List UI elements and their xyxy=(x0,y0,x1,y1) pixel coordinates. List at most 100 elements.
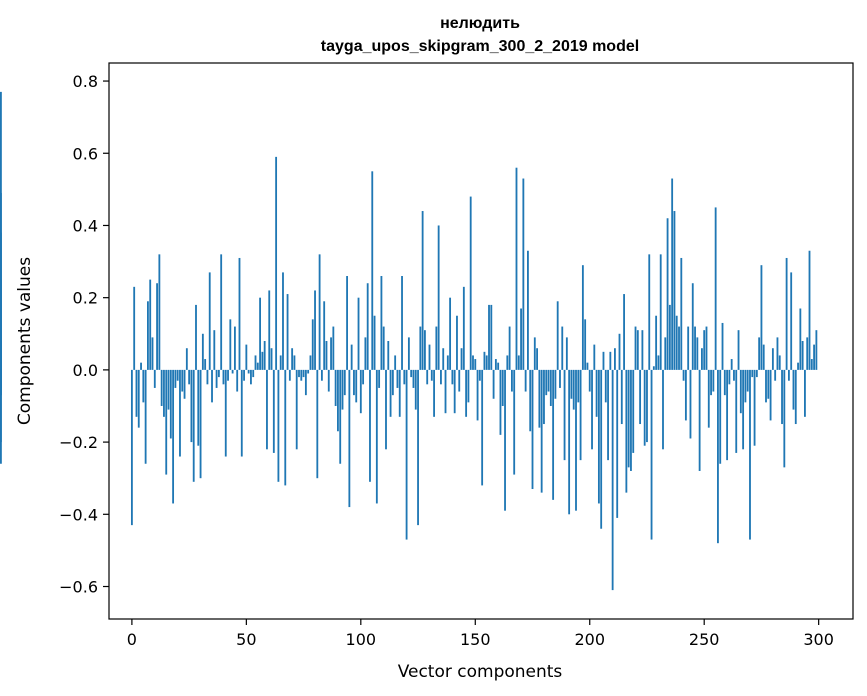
bar-229 xyxy=(655,315,658,370)
bar-51 xyxy=(247,369,250,374)
bar-141 xyxy=(453,369,456,414)
bar-85 xyxy=(325,341,328,370)
bar-2 xyxy=(135,369,138,417)
bar-undefined xyxy=(0,279,2,370)
bar-211 xyxy=(614,348,616,370)
bar-53 xyxy=(252,369,255,378)
bar-224 xyxy=(643,369,646,446)
bar-259 xyxy=(723,369,726,396)
bar-168 xyxy=(515,167,518,370)
bar-165 xyxy=(508,326,511,370)
bar-46 xyxy=(236,369,239,392)
bar-129 xyxy=(426,369,429,385)
chart-title: нелюдить xyxy=(440,15,520,32)
bar-264 xyxy=(735,369,738,453)
bar-92 xyxy=(341,369,344,410)
bar-144 xyxy=(460,348,463,370)
bar-299 xyxy=(815,330,818,370)
bar-175 xyxy=(531,369,534,490)
bar-159 xyxy=(494,359,497,370)
bar-41 xyxy=(224,369,227,457)
bar-171 xyxy=(522,178,525,370)
bar-123 xyxy=(412,369,415,388)
bar-25 xyxy=(188,369,191,385)
bar-189 xyxy=(563,369,566,461)
bar-158 xyxy=(492,369,495,399)
bar-142 xyxy=(456,315,458,370)
bar-218 xyxy=(630,369,632,471)
bar-205 xyxy=(600,369,603,529)
bar-275 xyxy=(760,265,763,370)
y-axis-label: Components values xyxy=(15,257,35,425)
bar-84 xyxy=(323,301,326,370)
bar-166 xyxy=(510,369,513,392)
bar-249 xyxy=(701,348,703,370)
bar-263 xyxy=(733,369,735,381)
bar-59 xyxy=(266,369,268,450)
bar-75 xyxy=(302,369,305,378)
bar-172 xyxy=(524,369,527,392)
bar-183 xyxy=(549,369,552,406)
bar-42 xyxy=(227,369,229,381)
bar-43 xyxy=(229,319,232,370)
bar-24 xyxy=(185,348,188,370)
bar-246 xyxy=(694,326,696,370)
bar-204 xyxy=(597,369,600,504)
bar-86 xyxy=(327,369,330,392)
bar-260 xyxy=(726,369,729,461)
bar-106 xyxy=(373,315,376,370)
bar-99 xyxy=(357,297,360,370)
x-tick-label: 200 xyxy=(574,630,605,649)
bar-248 xyxy=(698,369,701,471)
bar-169 xyxy=(517,355,520,370)
bar-269 xyxy=(746,369,749,392)
bar-280 xyxy=(771,348,774,370)
bar-236 xyxy=(671,178,674,370)
bar-290 xyxy=(794,369,797,425)
bar-225 xyxy=(646,369,648,443)
bar-272 xyxy=(753,369,756,446)
bar-93 xyxy=(343,369,346,396)
bar-70 xyxy=(291,348,294,370)
bar-143 xyxy=(458,369,461,392)
bar-147 xyxy=(467,369,470,403)
bar-285 xyxy=(783,369,786,468)
bar-214 xyxy=(620,369,623,425)
bar-187 xyxy=(559,369,561,388)
bar-37 xyxy=(215,369,218,388)
bar-undefined xyxy=(0,366,2,370)
bar-206 xyxy=(602,351,605,370)
bar-267 xyxy=(742,369,745,450)
bar-39 xyxy=(220,254,223,370)
bar-125 xyxy=(417,369,419,526)
plot-frame xyxy=(108,62,854,620)
bar-3 xyxy=(137,369,140,428)
bar-116 xyxy=(396,369,399,388)
bar-120 xyxy=(405,369,408,540)
bar-undefined xyxy=(0,91,2,370)
x-tick-label: 50 xyxy=(236,630,256,649)
bar-226 xyxy=(648,254,651,370)
bar-265 xyxy=(737,330,740,370)
bar-71 xyxy=(293,355,296,370)
bar-154 xyxy=(483,351,486,370)
bar-66 xyxy=(282,272,284,370)
bar-190 xyxy=(565,337,568,370)
bar-182 xyxy=(547,369,550,392)
bar-208 xyxy=(607,369,609,461)
bar-181 xyxy=(545,369,548,396)
bar-251 xyxy=(705,326,708,370)
bar-108 xyxy=(378,369,381,388)
bar-127 xyxy=(421,211,424,370)
bar-297 xyxy=(810,359,813,370)
bar-170 xyxy=(520,308,522,370)
y-tick-label: 0.0 xyxy=(73,361,98,380)
bar-76 xyxy=(304,369,307,396)
bar-134 xyxy=(437,225,440,370)
bar-221 xyxy=(636,330,639,370)
bar-124 xyxy=(414,369,417,410)
bar-140 xyxy=(451,369,454,385)
bar-215 xyxy=(623,294,625,370)
x-axis-label: Vector components xyxy=(398,662,563,682)
bar-188 xyxy=(561,326,564,370)
